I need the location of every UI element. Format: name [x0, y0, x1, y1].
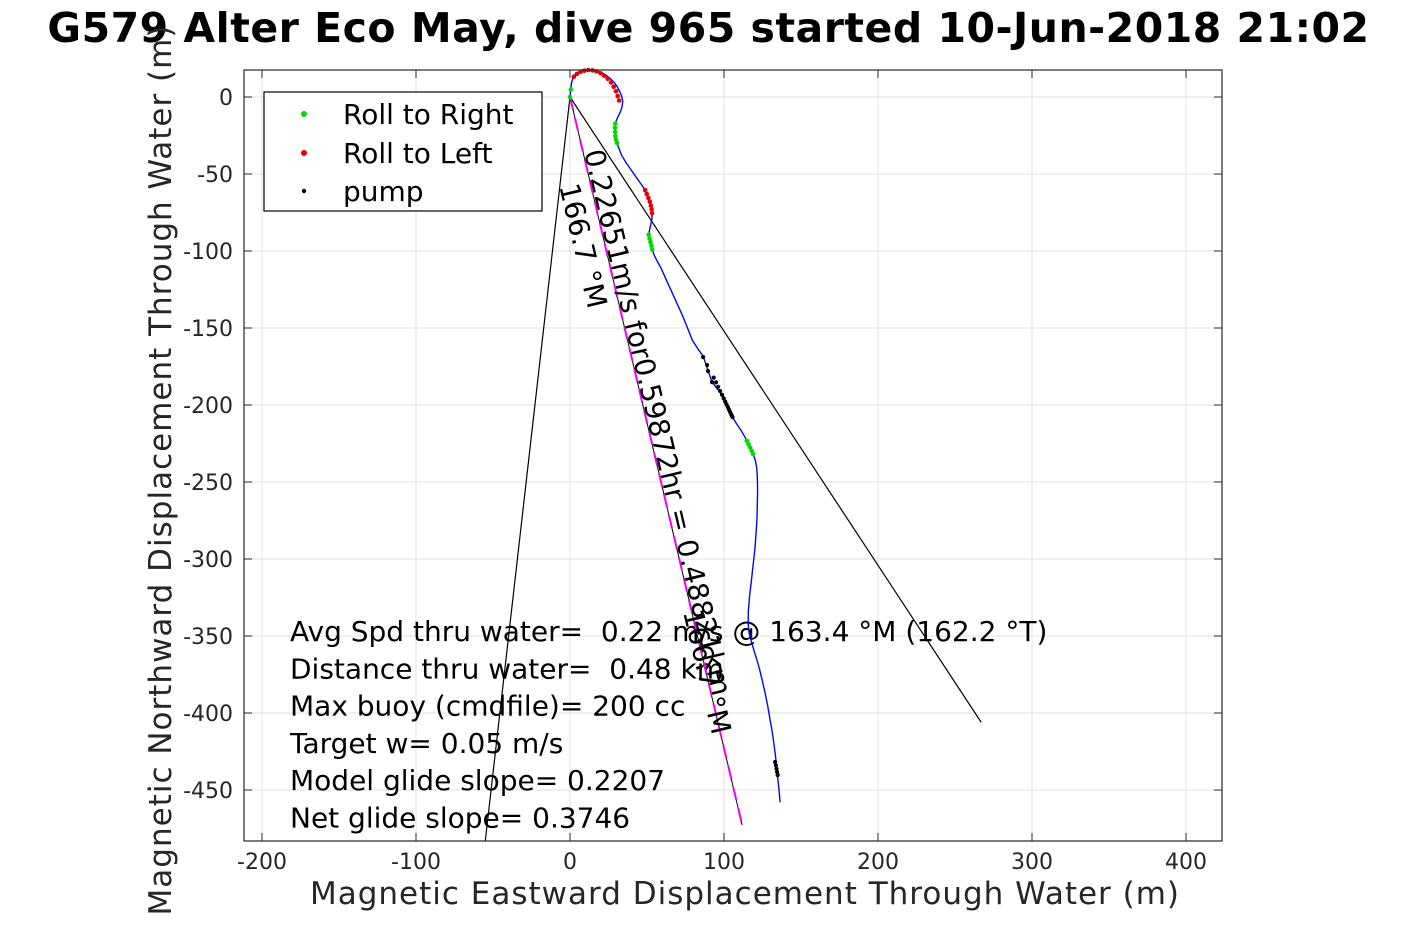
roll-to-left-marker-dot: [605, 76, 610, 82]
legend-marker-pump-icon: [301, 188, 307, 194]
roll-to-left-marker-dot: [613, 89, 619, 94]
roll-to-right-marker-dot: [613, 121, 618, 126]
legend-label: Roll to Left: [343, 137, 492, 170]
roll-to-left-marker-dot: [608, 80, 614, 85]
pump-marker-dot: [705, 362, 710, 368]
roll-to-left-marker-dot: [648, 203, 654, 208]
pump-marker-dot: [713, 380, 719, 385]
y-tick-label: -150: [183, 317, 233, 342]
roll-to-right-marker-dot: [646, 232, 651, 237]
stats-line: Model glide slope= 0.2207: [290, 764, 665, 797]
pump-marker-dot: [718, 388, 723, 394]
stats-line: Distance thru water= 0.48 km: [290, 652, 724, 685]
y-tick-label: -300: [183, 548, 233, 573]
y-tick-label: -350: [183, 625, 233, 650]
pump-marker-dot: [716, 384, 721, 389]
roll-to-left-marker-dot: [582, 68, 587, 73]
legend-marker-roll-to-right-icon: [301, 111, 307, 117]
roll-to-right-marker-dot: [744, 438, 750, 444]
y-tick-label: -400: [183, 702, 233, 727]
roll-to-right-marker-dot: [612, 129, 618, 135]
roll-to-right-marker-dot: [649, 243, 654, 249]
x-tick-label: -200: [237, 850, 287, 875]
y-axis-label: Magnetic Northward Displacement Through …: [143, 24, 179, 916]
roll-to-left-marker-dot: [642, 187, 648, 193]
pump-marker-dot: [773, 759, 778, 765]
marker-series-pump: [701, 354, 780, 778]
y-tick-label: -450: [183, 779, 233, 804]
axes-box: [243, 69, 1223, 842]
y-tick-label: -100: [183, 240, 233, 265]
reference-line-course-line-magenta: [569, 96, 744, 827]
x-tick-label: 400: [1165, 850, 1207, 875]
pump-marker-dot: [705, 369, 711, 374]
stats-line: Net glide slope= 0.3746: [290, 802, 630, 835]
roll-to-right-marker-dot: [648, 239, 653, 245]
series-track-through-water: [569, 68, 781, 803]
pump-marker-dot: [775, 773, 780, 778]
pump-marker-dot: [701, 354, 706, 360]
pump-marker-dot: [711, 375, 716, 380]
stats-line: Max buoy (cmdfile)= 200 cc: [290, 690, 685, 723]
roll-to-left-marker-dot: [574, 71, 580, 77]
roll-to-right-marker-dot: [567, 94, 573, 100]
pump-marker-dot: [719, 392, 725, 397]
marker-series-roll-to-right: [567, 87, 756, 457]
roll-to-right-marker-dot: [746, 441, 751, 447]
legend-label: pump: [343, 175, 424, 208]
x-axis-label: Magnetic Eastward Displacement Through W…: [309, 876, 1181, 912]
reference-line-bearing-fan-right: [569, 96, 982, 723]
pump-marker-dot: [773, 763, 779, 768]
roll-to-right-marker-dot: [613, 133, 618, 139]
roll-to-left-marker-dot: [615, 93, 620, 99]
pump-marker-dot: [730, 415, 735, 420]
roll-to-left-marker-dot: [649, 207, 654, 212]
roll-to-left-marker-dot: [644, 191, 650, 197]
y-tick-label: 0: [219, 86, 233, 111]
pump-marker-dot: [709, 380, 715, 385]
roll-to-left-marker-dot: [649, 210, 655, 216]
roll-to-left-marker-dot: [647, 199, 653, 204]
pump-marker-dot: [721, 396, 726, 401]
roll-to-left-marker-dot: [571, 74, 577, 79]
y-tick-label: -250: [183, 471, 233, 496]
x-tick-label: 0: [563, 850, 577, 875]
roll-to-left-marker-dot: [578, 69, 583, 75]
stats-line: Avg Spd thru water= 0.22 m/s @ 163.4 °M …: [290, 615, 1047, 648]
roll-to-right-marker-dot: [750, 451, 756, 457]
y-tick-label: -200: [183, 394, 233, 419]
roll-to-right-marker-dot: [568, 87, 574, 92]
pump-marker-dot: [774, 766, 779, 771]
roll-to-left-marker-dot: [646, 195, 651, 201]
legend-label: Roll to Right: [343, 98, 514, 131]
x-tick-label: 200: [857, 850, 899, 875]
roll-to-right-marker-dot: [614, 140, 620, 146]
roll-to-left-marker-dot: [601, 73, 607, 78]
roll-to-right-marker-dot: [612, 125, 618, 131]
figure-title: G579 Alter Eco May, dive 965 started 10-…: [47, 4, 1370, 52]
y-tick-label: -50: [197, 163, 233, 188]
roll-to-right-marker-dot: [647, 236, 652, 241]
x-tick-label: -100: [391, 850, 441, 875]
reference-line-bearing-fan-left: [484, 96, 571, 841]
roll-to-right-marker-dot: [649, 247, 655, 252]
roll-to-left-marker-dot: [598, 71, 603, 76]
x-tick-label: 100: [703, 850, 745, 875]
roll-to-left-marker-dot: [611, 84, 616, 89]
roll-to-left-marker-dot: [616, 98, 622, 103]
x-tick-label: 300: [1011, 850, 1053, 875]
legend-marker-roll-to-left-icon: [301, 150, 307, 156]
stats-line: Target w= 0.05 m/s: [289, 727, 563, 760]
legend-box: [263, 91, 543, 212]
